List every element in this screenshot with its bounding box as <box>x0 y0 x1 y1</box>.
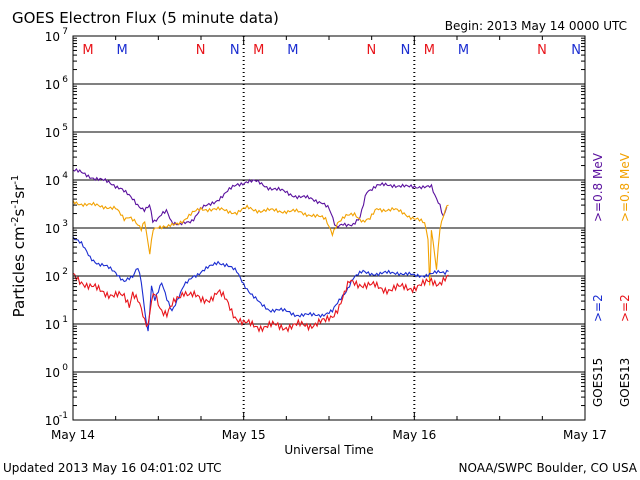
series-line-3 <box>72 272 449 333</box>
series-line-1 <box>72 199 449 286</box>
y-tick-label: 10-1 <box>45 411 68 428</box>
y-tick-base: 10 <box>45 78 60 92</box>
y-tick-label: 10 3 <box>45 219 68 236</box>
y-axis-label: Particles cm-2s-1sr-1 <box>10 175 28 318</box>
y-tick-base: 10 <box>45 174 60 188</box>
time-marker-6: N <box>366 43 376 58</box>
y-tick-exp: 0 <box>62 363 68 373</box>
y-tick-exp: 2 <box>62 267 68 277</box>
legend-goes15-ge2: >=2 <box>591 294 605 322</box>
time-marker-2: N <box>196 43 206 58</box>
time-marker-9: M <box>458 43 469 58</box>
y-axis-unit-sr: sr <box>10 184 28 199</box>
y-tick-exp: 4 <box>62 171 68 181</box>
y-tick-exp: 6 <box>62 75 68 85</box>
time-marker-11: N <box>571 43 581 58</box>
legend-goes13-ge08: >=0.8 MeV <box>618 152 632 222</box>
y-tick-base: 10 <box>45 30 60 44</box>
y-tick-base: 10 <box>45 318 60 332</box>
y-tick-label: 10 7 <box>45 27 68 44</box>
y-axis-exp-1: -2 <box>10 216 21 226</box>
chart-title: GOES Electron Flux (5 minute data) <box>12 9 279 27</box>
legend-goes13-ge2: >=2 <box>618 294 632 322</box>
time-marker-10: N <box>537 43 547 58</box>
time-marker-4: M <box>253 43 264 58</box>
y-axis-unit-s: s <box>10 208 28 216</box>
x-tick-label: May 16 <box>392 428 436 442</box>
time-marker-3: N <box>230 43 240 58</box>
time-marker-0: M <box>82 43 93 58</box>
y-tick-base: 10 <box>45 414 60 428</box>
series-line-0 <box>72 168 448 229</box>
y-tick-base: 10 <box>45 270 60 284</box>
y-tick-base: 10 <box>45 366 60 380</box>
y-tick-label: 10 1 <box>45 315 68 332</box>
y-tick-exp: 7 <box>62 27 68 37</box>
time-marker-8: M <box>424 43 435 58</box>
x-tick-label: May 14 <box>51 428 95 442</box>
series-line-2 <box>72 236 449 332</box>
y-tick-label: 10 5 <box>45 123 68 140</box>
legend-goes13-sat: GOES13 <box>618 358 632 407</box>
y-tick-base: 10 <box>45 126 60 140</box>
y-tick-label: 10 6 <box>45 75 69 92</box>
data-series <box>72 168 449 333</box>
legend-goes15-sat: GOES15 <box>591 358 605 407</box>
x-tick-label: May 17 <box>563 428 607 442</box>
y-axis-label-text: Particles cm <box>10 226 28 317</box>
y-tick-exp: 3 <box>62 219 68 229</box>
y-tick-exp: 5 <box>62 123 68 133</box>
day-boundary-markers <box>242 36 416 420</box>
y-tick-base: 10 <box>45 222 60 236</box>
y-tick-exp: 1 <box>62 315 68 325</box>
y-tick-label: 10 4 <box>45 171 69 188</box>
grid-lines <box>73 83 585 373</box>
y-axis-exp-3: -1 <box>10 175 21 185</box>
y-axis-exp-2: -1 <box>10 199 21 209</box>
x-axis-ticks: May 14 May 15 May 16 May 17 <box>51 36 607 442</box>
x-axis-label: Universal Time <box>284 443 373 457</box>
updated-timestamp: Updated 2013 May 16 04:01:02 UTC <box>3 461 221 475</box>
y-tick-label: 10 0 <box>45 363 69 380</box>
legend-goes15-ge08: >=0.8 MeV <box>591 152 605 222</box>
begin-date: Begin: 2013 May 14 0000 UTC <box>445 19 627 33</box>
time-marker-1: M <box>117 43 128 58</box>
time-marker-7: N <box>401 43 411 58</box>
time-marker-5: M <box>287 43 298 58</box>
y-tick-exp: -1 <box>59 411 68 421</box>
source-credit: NOAA/SWPC Boulder, CO USA <box>459 461 638 475</box>
y-tick-label: 10 2 <box>45 267 68 284</box>
x-tick-label: May 15 <box>222 428 266 442</box>
